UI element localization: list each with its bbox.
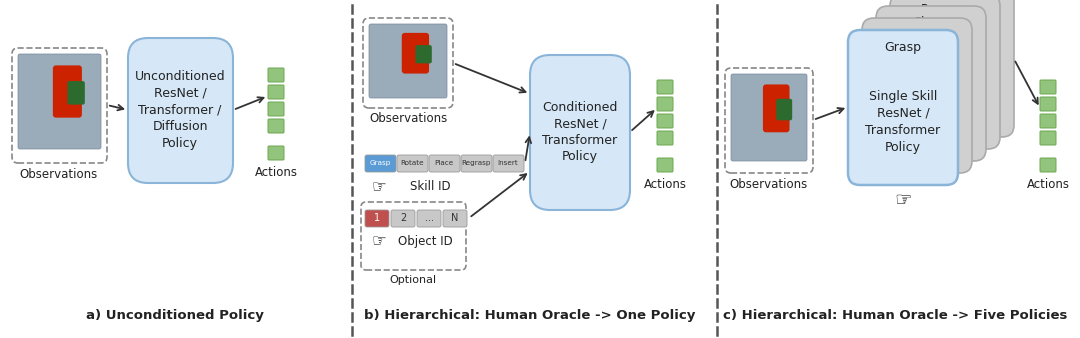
FancyBboxPatch shape xyxy=(129,38,233,183)
FancyBboxPatch shape xyxy=(268,85,284,99)
FancyBboxPatch shape xyxy=(862,18,972,173)
FancyBboxPatch shape xyxy=(1040,97,1056,111)
FancyBboxPatch shape xyxy=(657,80,673,94)
Text: Grasp: Grasp xyxy=(885,42,921,54)
FancyBboxPatch shape xyxy=(391,210,415,227)
FancyBboxPatch shape xyxy=(369,24,447,98)
Text: Grasp: Grasp xyxy=(369,160,391,166)
Text: Place: Place xyxy=(916,16,947,28)
Text: Rotate: Rotate xyxy=(401,160,423,166)
FancyBboxPatch shape xyxy=(904,0,1014,137)
FancyBboxPatch shape xyxy=(890,0,1000,149)
FancyBboxPatch shape xyxy=(657,158,673,172)
FancyBboxPatch shape xyxy=(657,97,673,111)
Text: Observations: Observations xyxy=(369,112,447,124)
FancyBboxPatch shape xyxy=(53,65,82,118)
Text: Single Skill
ResNet /
Transformer
Policy: Single Skill ResNet / Transformer Policy xyxy=(865,90,941,154)
Text: b) Hierarchical: Human Oracle -> One Policy: b) Hierarchical: Human Oracle -> One Pol… xyxy=(364,310,696,322)
Text: a) Unconditioned Policy: a) Unconditioned Policy xyxy=(86,310,264,322)
FancyBboxPatch shape xyxy=(1040,80,1056,94)
FancyBboxPatch shape xyxy=(402,33,429,74)
FancyBboxPatch shape xyxy=(268,102,284,116)
Text: Object ID: Object ID xyxy=(397,235,453,247)
FancyBboxPatch shape xyxy=(876,6,986,161)
FancyBboxPatch shape xyxy=(18,54,102,149)
Text: 2: 2 xyxy=(400,213,406,223)
Text: Insert: Insert xyxy=(498,160,518,166)
FancyBboxPatch shape xyxy=(657,114,673,128)
Text: Insert: Insert xyxy=(942,0,976,4)
FancyBboxPatch shape xyxy=(731,74,807,161)
FancyBboxPatch shape xyxy=(1040,158,1056,172)
Text: Actions: Actions xyxy=(255,166,297,178)
FancyBboxPatch shape xyxy=(417,210,441,227)
FancyBboxPatch shape xyxy=(365,210,389,227)
FancyBboxPatch shape xyxy=(461,155,492,172)
FancyBboxPatch shape xyxy=(777,99,792,120)
FancyBboxPatch shape xyxy=(1040,114,1056,128)
Text: Skill ID: Skill ID xyxy=(409,180,450,193)
Text: Place: Place xyxy=(434,160,454,166)
Text: ☞: ☞ xyxy=(894,191,912,210)
FancyBboxPatch shape xyxy=(268,119,284,133)
FancyBboxPatch shape xyxy=(268,68,284,82)
Text: ☞: ☞ xyxy=(372,232,387,250)
Text: Regrasp: Regrasp xyxy=(921,3,969,17)
Text: Unconditioned
ResNet /
Transformer /
Diffusion
Policy: Unconditioned ResNet / Transformer / Dif… xyxy=(135,71,226,149)
Text: ...: ... xyxy=(424,213,433,223)
Text: Regrasp: Regrasp xyxy=(461,160,490,166)
FancyBboxPatch shape xyxy=(268,146,284,160)
Text: Conditioned
ResNet /
Transformer
Policy: Conditioned ResNet / Transformer Policy xyxy=(542,101,618,163)
FancyBboxPatch shape xyxy=(429,155,460,172)
Text: ☞: ☞ xyxy=(372,178,387,196)
Text: Actions: Actions xyxy=(644,177,687,191)
FancyBboxPatch shape xyxy=(365,155,396,172)
Text: c) Hierarchical: Human Oracle -> Five Policies: c) Hierarchical: Human Oracle -> Five Po… xyxy=(723,310,1067,322)
FancyBboxPatch shape xyxy=(492,155,524,172)
FancyBboxPatch shape xyxy=(848,30,958,185)
FancyBboxPatch shape xyxy=(67,81,85,104)
Text: Optional: Optional xyxy=(390,275,436,285)
Text: N: N xyxy=(451,213,459,223)
FancyBboxPatch shape xyxy=(1040,131,1056,145)
FancyBboxPatch shape xyxy=(657,131,673,145)
FancyBboxPatch shape xyxy=(530,55,630,210)
Text: Actions: Actions xyxy=(1026,177,1069,191)
FancyBboxPatch shape xyxy=(762,84,789,132)
Text: Observations: Observations xyxy=(19,169,98,182)
FancyBboxPatch shape xyxy=(397,155,428,172)
FancyBboxPatch shape xyxy=(443,210,467,227)
Text: Rotate: Rotate xyxy=(897,27,936,41)
Text: Observations: Observations xyxy=(730,178,808,192)
Text: 1: 1 xyxy=(374,213,380,223)
FancyBboxPatch shape xyxy=(416,45,432,64)
